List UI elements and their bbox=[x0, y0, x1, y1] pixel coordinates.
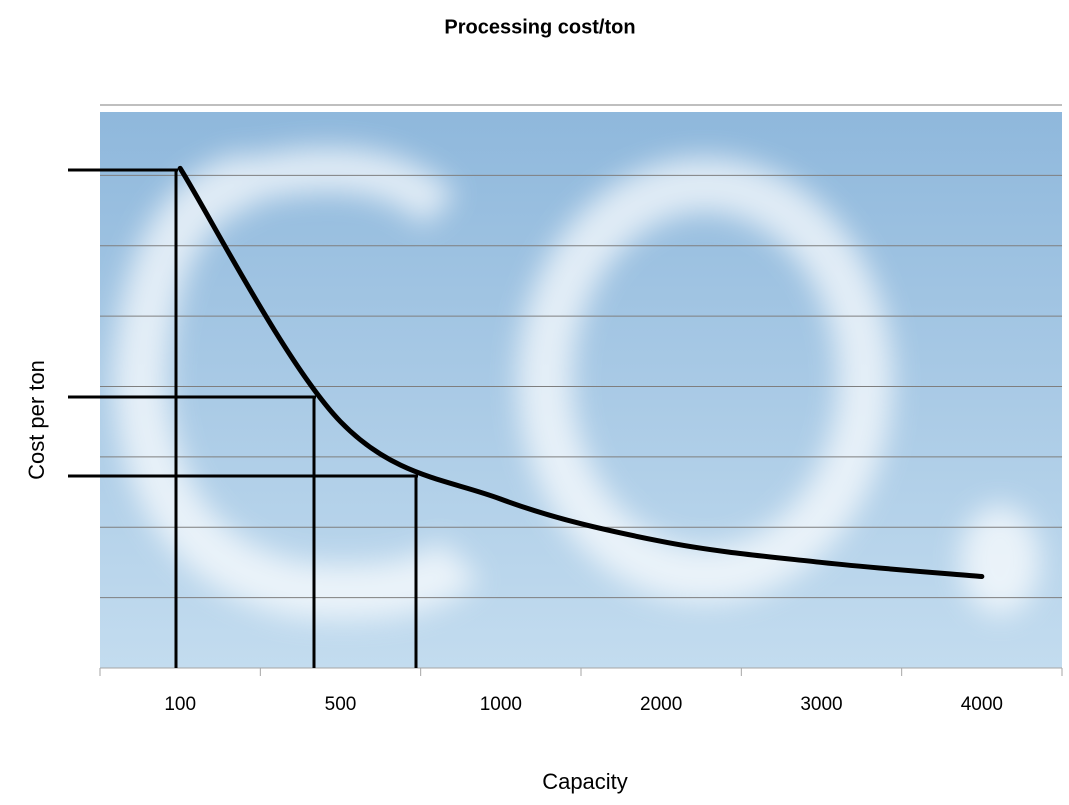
chart-title: Processing cost/ton bbox=[444, 16, 635, 38]
y-axis-title: Cost per ton bbox=[24, 360, 49, 480]
x-tick-label: 1000 bbox=[480, 694, 522, 715]
x-axis-title: Capacity bbox=[542, 769, 628, 794]
x-tick-label: 4000 bbox=[961, 694, 1003, 715]
x-tick-label: 100 bbox=[164, 694, 196, 715]
x-tick-label: 3000 bbox=[800, 694, 842, 715]
x-tick-label: 500 bbox=[325, 694, 357, 715]
page: Processing cost/ton Cost per ton Capacit… bbox=[0, 0, 1069, 800]
x-tick-label: 2000 bbox=[640, 694, 682, 715]
chart: Processing cost/ton Cost per ton Capacit… bbox=[0, 0, 1069, 800]
